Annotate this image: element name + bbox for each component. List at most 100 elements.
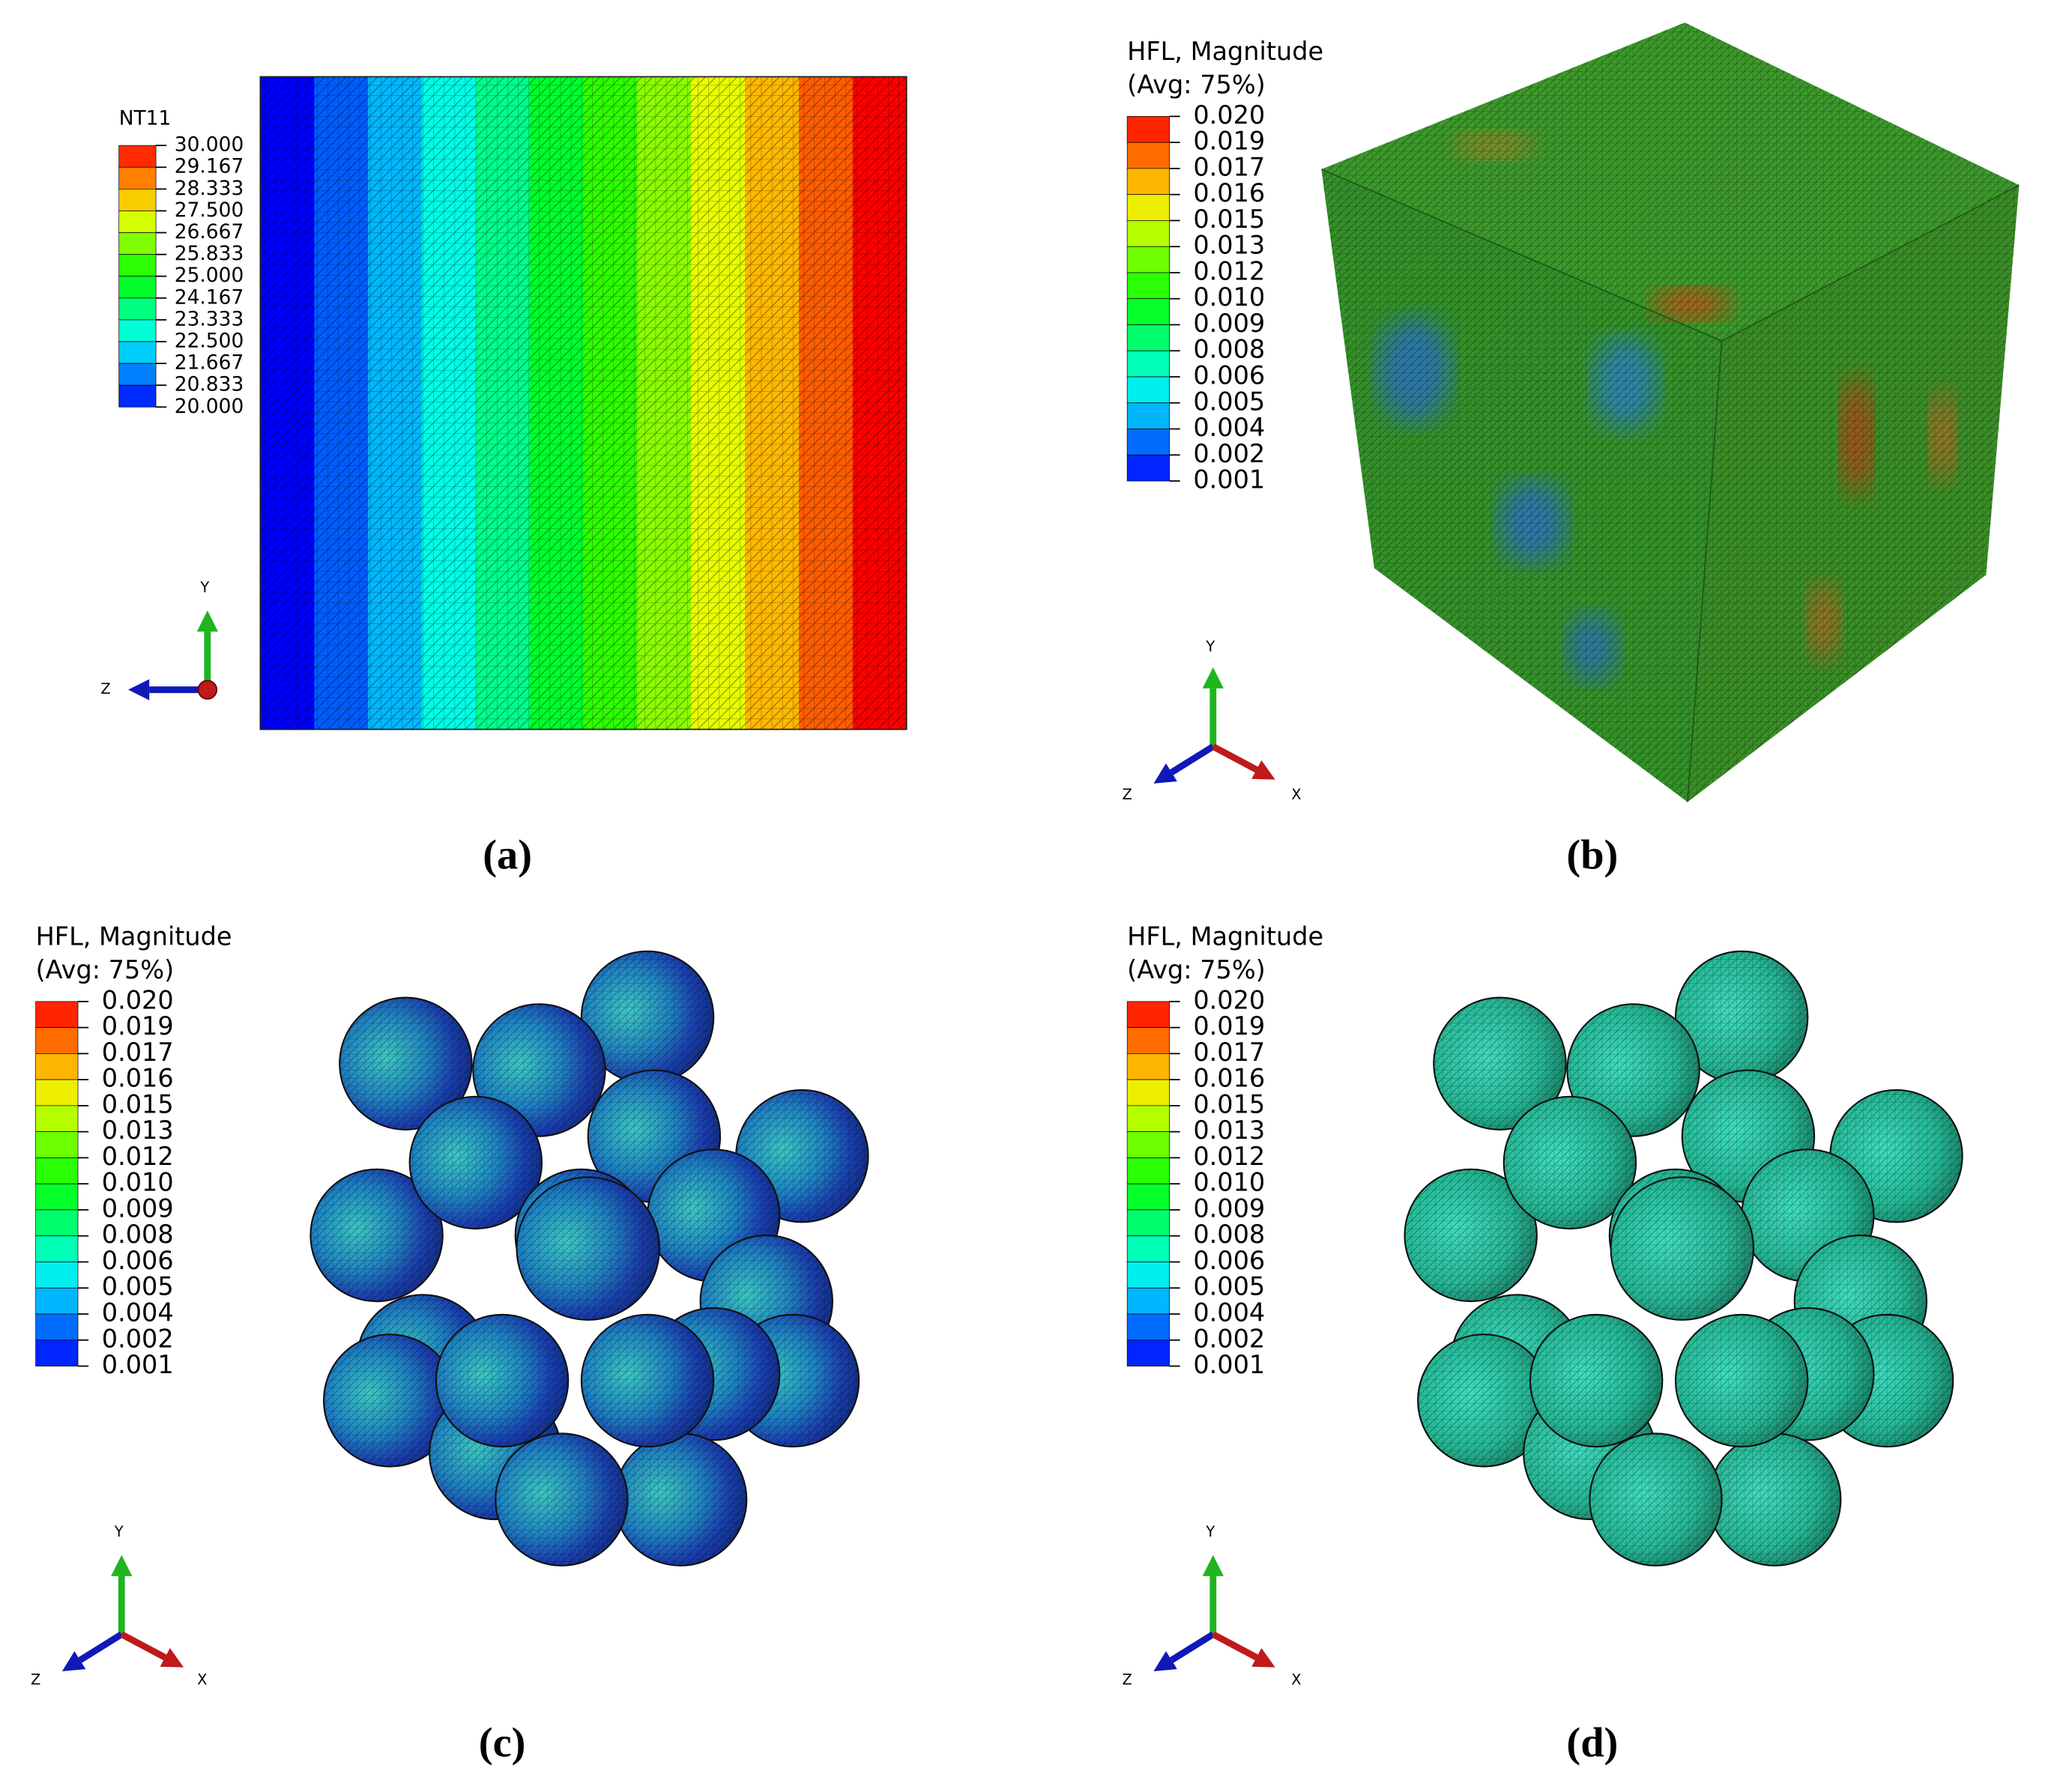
legend-label: 0.008 [1193,335,1265,364]
legend: HFL, Magnitude(Avg: 75%)0.0200.0190.0170… [1126,37,1323,494]
triad-label: X [1291,786,1301,803]
legend-swatch [35,1105,79,1133]
triad: Y Z X [31,1523,207,1689]
triad-head [1153,763,1177,784]
triad-label: Y [114,1523,124,1540]
sphere-mesh [1675,1314,1808,1447]
legend-label: 25.833 [175,242,244,265]
triad-label: Y [1205,1523,1215,1540]
triad-head [1153,1650,1177,1671]
legend-swatch [1126,116,1170,143]
legend-swatch [35,1262,79,1289]
legend-swatch [1126,1079,1170,1107]
legend-swatch [118,276,157,299]
legend-swatch [35,1313,79,1341]
sphere-pack [1404,950,1963,1566]
triad-label: Z [1123,1671,1132,1689]
sphere-mesh [495,1433,628,1566]
legend-label: 0.009 [1193,1193,1265,1223]
legend-label: 0.016 [102,1064,174,1093]
triad-head [196,610,218,632]
legend-swatch [35,1001,79,1028]
legend-title: NT11 [119,106,172,130]
legend-label: 20.833 [175,373,244,396]
legend-swatch [1126,376,1170,404]
legend-label: 0.010 [102,1168,174,1197]
sphere-mesh [581,1314,714,1447]
triad-head [1202,1555,1224,1576]
legend-swatch [1126,1287,1170,1315]
legend-swatch [1126,1001,1170,1028]
legend-swatch [1126,142,1170,169]
sphere-mesh [581,951,714,1084]
legend-swatch [118,145,157,168]
legend-label: 0.015 [102,1089,174,1118]
sphere-mesh [1675,951,1808,1084]
legend-swatch [118,166,157,190]
legend: HFL, Magnitude(Avg: 75%)0.0200.0190.0170… [1126,922,1323,1379]
legend-swatch [35,1183,79,1211]
triad-head [160,1647,184,1668]
sphere-mesh [1434,997,1566,1130]
triad-axis [1211,743,1258,773]
legend-swatch [1126,1131,1170,1158]
sphere-mesh [1404,1169,1537,1302]
triad-head [61,1650,86,1671]
legend-swatch [35,1027,79,1054]
legend-swatch [1126,246,1170,273]
triad-x-dot [197,679,218,700]
legend-swatch [35,1209,79,1237]
legend-swatch [118,254,157,277]
triad-axis [1170,743,1215,775]
panel-caption: (a) [483,832,532,878]
legend-swatch [1126,298,1170,325]
sphere-mesh [324,1334,456,1467]
legend-swatch [35,1079,79,1107]
legend-swatch [1126,1313,1170,1341]
legend-label: 0.017 [102,1038,174,1067]
triad-head [128,679,150,700]
legend-label: 0.009 [102,1193,174,1223]
legend-swatch [1126,350,1170,378]
panel-caption: (d) [1566,1719,1618,1766]
sphere-mesh [1418,1334,1550,1467]
legend-label: 0.019 [1193,1011,1265,1041]
mesh-overlay [259,76,907,730]
legend-label: 0.015 [1193,1089,1265,1118]
legend-label: 30.000 [175,133,244,157]
legend-swatch [1126,402,1170,429]
legend-label: 21.667 [175,351,244,375]
panel-caption: (b) [1566,832,1618,878]
legend-swatch [1126,1235,1170,1262]
legend-swatch [1126,1340,1170,1366]
legend-swatch [1126,1027,1170,1054]
legend-swatch [35,1157,79,1184]
triad: Y Z X [1123,1523,1302,1689]
legend-swatch [118,211,157,233]
legend-title: HFL, Magnitude [36,922,232,951]
sphere-mesh [1503,1096,1637,1229]
sphere-mesh [310,1169,443,1302]
triad-label: X [1291,1671,1301,1689]
legend-label: 23.333 [175,307,244,330]
legend-label: 0.001 [1193,465,1265,494]
legend-swatch [35,1340,79,1366]
legend-label: 28.333 [175,177,244,200]
legend-label: 22.500 [175,330,244,353]
legend-label: 26.667 [175,220,244,243]
legend-swatch [118,363,157,386]
legend-swatch [1126,1209,1170,1237]
cube-edges [1321,169,2020,802]
legend-label: 0.017 [1193,152,1265,181]
legend-label: 0.008 [1193,1220,1265,1249]
legend-label: 0.005 [1193,387,1265,416]
triad-axis [1211,1631,1258,1661]
sphere-mesh [1610,1177,1754,1320]
legend-swatch [1126,324,1170,351]
triad-head [1251,760,1275,780]
cube [1321,22,2020,802]
legend-swatch [118,384,157,408]
legend-label: 0.019 [102,1011,174,1041]
legend-title: (Avg: 75%) [1127,70,1266,99]
